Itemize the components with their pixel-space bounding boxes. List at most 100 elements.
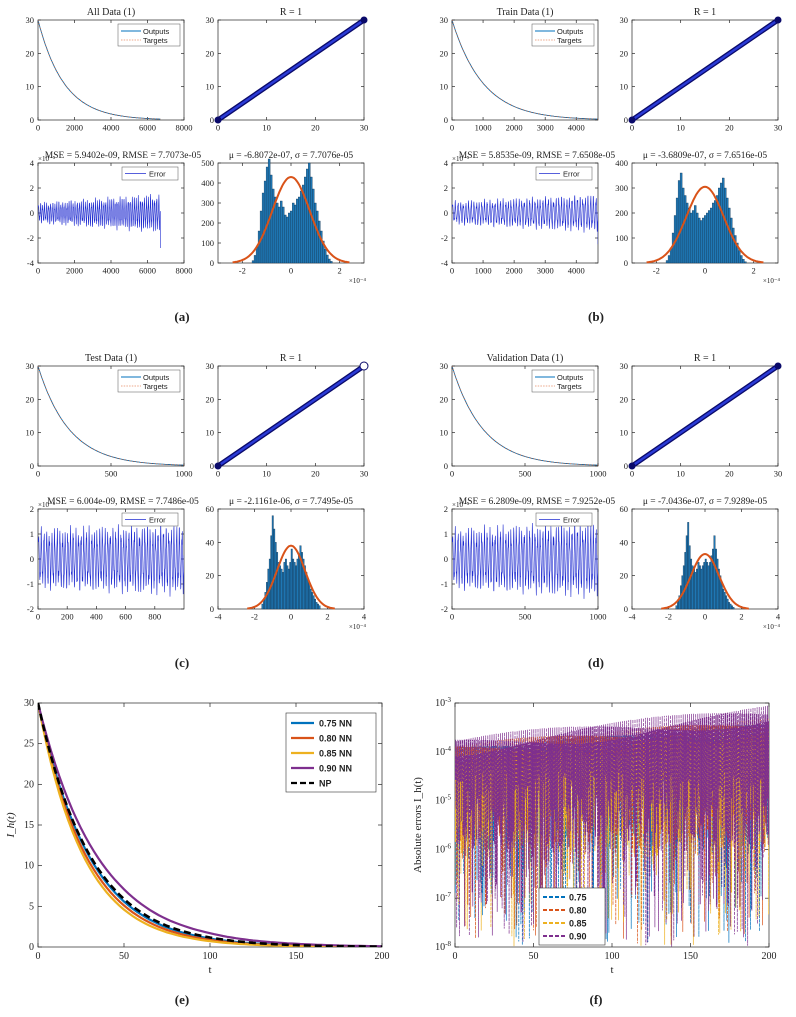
panel-b-hist-x-tick-label: 0 — [703, 266, 707, 276]
panel-f-legend-label-1: 0.80 — [569, 906, 587, 916]
panel-b-hist-bar — [702, 217, 705, 264]
panel-d-hist-bar — [706, 562, 709, 610]
panel-c-err-y-tick-label: 2 — [30, 504, 34, 514]
panel-c-time-y-tick-label: 10 — [26, 428, 35, 438]
panel-b-reg-x-tick-label: 20 — [725, 123, 734, 133]
panel-a-err-x-tick-label: 0 — [36, 266, 40, 276]
panel-a-err-exponent: ×10⁻⁵ — [38, 155, 56, 163]
panel-b-hist-bar — [693, 205, 697, 264]
panel-c-hist-bar — [293, 562, 296, 610]
panel-c-err-exponent: ×10⁻⁵ — [38, 501, 56, 509]
panel-d-time-y-tick-label: 20 — [440, 394, 449, 404]
panel-e-x-tick-label: 100 — [203, 951, 218, 962]
panel-b: Train Data (1)0 1000 2000 3000 40000102030Ou… — [440, 7, 783, 324]
panel-d-hist-bar — [707, 565, 710, 610]
panel-f-x-tick-label: 150 — [683, 951, 698, 962]
panel-d-err-x-tick-label: 500 — [519, 612, 532, 622]
panel-b-legend-outputs: Outputs — [557, 27, 584, 36]
panel-f-y-tick-label: 10-8 — [435, 940, 451, 953]
panel-b-err-x-tick-label: 0 — [450, 266, 454, 276]
panel-b-hist-x-tick-label: 2 — [752, 266, 756, 276]
panel-a-hist-bar — [279, 200, 283, 264]
panel-c-err-legend-box — [121, 512, 179, 527]
panel-d-hist-bar — [729, 603, 732, 610]
panel-b-hist-bar — [677, 180, 681, 264]
panel-b-hist-bar — [687, 207, 691, 264]
panel-c-reg-x-tick-label: 0 — [216, 469, 220, 479]
panel-f-y-tick-label: 10-3 — [435, 696, 451, 709]
panel-c-hist-bar — [308, 582, 311, 610]
panel-c-err-y-tick-label: 0 — [30, 554, 34, 564]
panel-a-reg-fit-line — [217, 19, 365, 121]
panel-b-err-title: MSE = 5.8535e-09, RMSE = 7.6508e-05 — [459, 151, 616, 161]
panel-b-time-title: Train Data (1) — [497, 7, 554, 18]
panel-b-time-x-tick-label: 1000 — [475, 123, 492, 133]
panel-c-hist-x-tick-label: 2 — [325, 612, 329, 622]
panel-a-hist-y-tick-label: 100 — [201, 238, 214, 248]
panel-a-time-x-tick-label: 0 — [36, 123, 40, 133]
panel-b-hist-bar — [728, 207, 731, 264]
panel-a-time-x-tick-label: 8000 — [176, 123, 193, 133]
panel-f-y-tick-label: 10-6 — [435, 842, 451, 855]
panel-d-hist-bar — [732, 607, 735, 610]
panel-c-legend-targets: Targets — [143, 382, 168, 391]
panel-d-hist-x-tick-label: 0 — [703, 612, 707, 622]
panel-c-time-y-tick-label: 20 — [26, 394, 35, 404]
panel-b-hist-bar — [714, 200, 717, 264]
panel-a-hist-y-tick-label: 500 — [201, 158, 214, 168]
panel-a-time-y-tick-label: 10 — [26, 82, 35, 92]
panel-b-reg-y-tick-label: 20 — [620, 48, 629, 58]
panel-a-hist-bar — [298, 196, 301, 264]
panel-b-err-x-tick-label: 3000 — [537, 266, 554, 276]
panel-a-hist-bar — [271, 188, 275, 264]
panel-a-hist-bar — [326, 254, 329, 264]
panel-f-x-tick-label: 0 — [453, 951, 458, 962]
panel-c-time-x-tick-label: 1000 — [176, 469, 193, 479]
panel-a: All Data (1)0 2000 4000 6000 80000102030Outp… — [26, 7, 369, 324]
panel-d-hist-x-tick-label: -4 — [628, 612, 636, 622]
panel-d-hist-bar — [722, 588, 725, 610]
panel-a-err-y-tick-label: 2 — [30, 183, 34, 193]
panel-b-err-legend: Error — [535, 166, 593, 181]
panel-c-hist-bar — [292, 558, 295, 610]
panel-b-hist-bar — [706, 212, 709, 264]
panel-b-hist-bar — [722, 177, 725, 264]
panel-f-y-tick-label: 10-5 — [435, 794, 451, 807]
panel-c-hist-bar — [318, 605, 321, 610]
panel-d-hist-x-tick-label: 4 — [776, 612, 781, 622]
panel-d-reg-fit-line — [631, 365, 779, 467]
panel-b-label: (b) — [588, 309, 604, 324]
panel-a-err-title: MSE = 5.9402e-09, RMSE = 7.7073e-05 — [45, 151, 202, 161]
panel-b-hist-bar — [683, 195, 687, 264]
panel-b-err-x-tick-label: 4000 — [568, 266, 585, 276]
panel-b-time-x-tick-label: 0 — [450, 123, 454, 133]
panel-d-hist-bar — [701, 565, 704, 610]
panel-f-xlabel: t — [610, 964, 613, 976]
panel-b-err-x-tick-label: 1000 — [475, 266, 492, 276]
panel-b-time-x-tick-label: 2000 — [506, 123, 523, 133]
panel-c-hist-bar — [306, 578, 309, 610]
panel-d-err-y-tick-label: 1 — [444, 529, 448, 539]
panel-d-err-legend: Error — [535, 512, 593, 527]
panel-b-hist-bar — [716, 195, 719, 264]
panel-b-err-y-tick-label: 4 — [444, 158, 449, 168]
panel-c-hist-bar — [261, 603, 264, 610]
panel-e-y-tick-label: 5 — [29, 901, 34, 912]
panel-c-hist-bar — [282, 572, 284, 610]
panel-c-hist-y-tick-label: 0 — [210, 604, 214, 614]
panel-d-hist-bar — [709, 562, 712, 610]
panel-a-hist-x-tick-label: -2 — [239, 266, 246, 276]
panel-e-y-tick-label: 20 — [24, 779, 34, 790]
panel-b-hist-bar — [679, 172, 683, 264]
panel-e-y-tick-label: 15 — [24, 820, 34, 831]
panel-c-hist-y-tick-label: 40 — [206, 537, 215, 547]
panel-d-hist-x-tick-label: 2 — [739, 612, 743, 622]
panel-e-legend-label-1: 0.80 NN — [319, 734, 352, 744]
panel-d-label: (d) — [588, 655, 604, 670]
panel-a-err-x-tick-label: 8000 — [176, 266, 193, 276]
panel-d-hist-exponent: ×10⁻⁴ — [763, 623, 781, 631]
panel-c-reg-y-tick-label: 30 — [206, 361, 215, 371]
panel-e-y-tick-label: 30 — [24, 698, 34, 709]
panel-b-legend-targets: Targets — [557, 36, 582, 45]
